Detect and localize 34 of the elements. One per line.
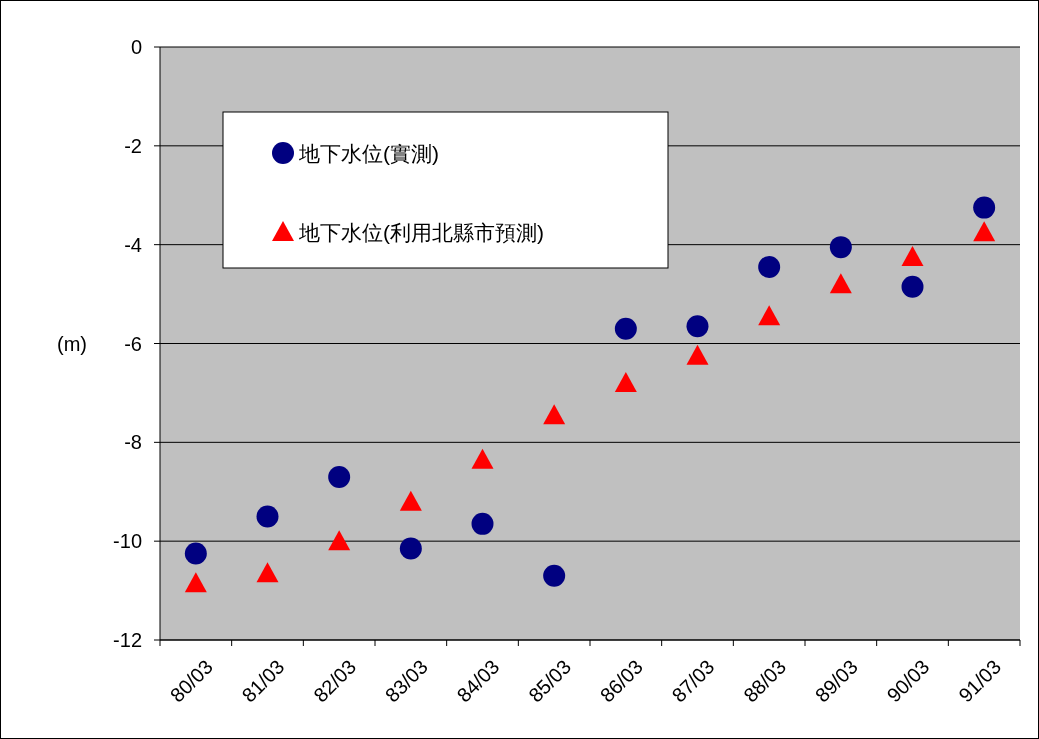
- legend-label: 地下水位(利用北縣市預測): [298, 221, 544, 244]
- y-axis-title: (m): [57, 332, 87, 355]
- y-tick-label: -4: [124, 233, 142, 256]
- point: [471, 512, 494, 535]
- point: [973, 196, 996, 219]
- y-tick-label: 0: [130, 36, 142, 58]
- point: [543, 404, 566, 425]
- point: [471, 448, 494, 469]
- point: [256, 562, 279, 583]
- point: [973, 221, 996, 242]
- y-tick-label: -10: [113, 530, 142, 553]
- point: [686, 344, 709, 365]
- point: [543, 564, 566, 587]
- point: [829, 236, 852, 259]
- point: [328, 465, 351, 488]
- y-tick-label: -2: [124, 134, 142, 157]
- point: [399, 490, 422, 511]
- point: [614, 372, 637, 393]
- point: [686, 315, 709, 338]
- point: [901, 246, 924, 267]
- point: [399, 537, 422, 560]
- point: [758, 255, 781, 278]
- point: [328, 530, 351, 551]
- legend-label: 地下水位(實測): [298, 142, 439, 165]
- point: [184, 572, 207, 593]
- point: [829, 273, 852, 294]
- point: [758, 305, 781, 326]
- y-tick-label: -8: [124, 431, 142, 454]
- point: [614, 317, 637, 340]
- point: [184, 542, 207, 565]
- y-tick-label: -6: [124, 332, 142, 355]
- point: [901, 275, 924, 298]
- y-tick-label: -12: [113, 629, 142, 651]
- point: [256, 505, 279, 528]
